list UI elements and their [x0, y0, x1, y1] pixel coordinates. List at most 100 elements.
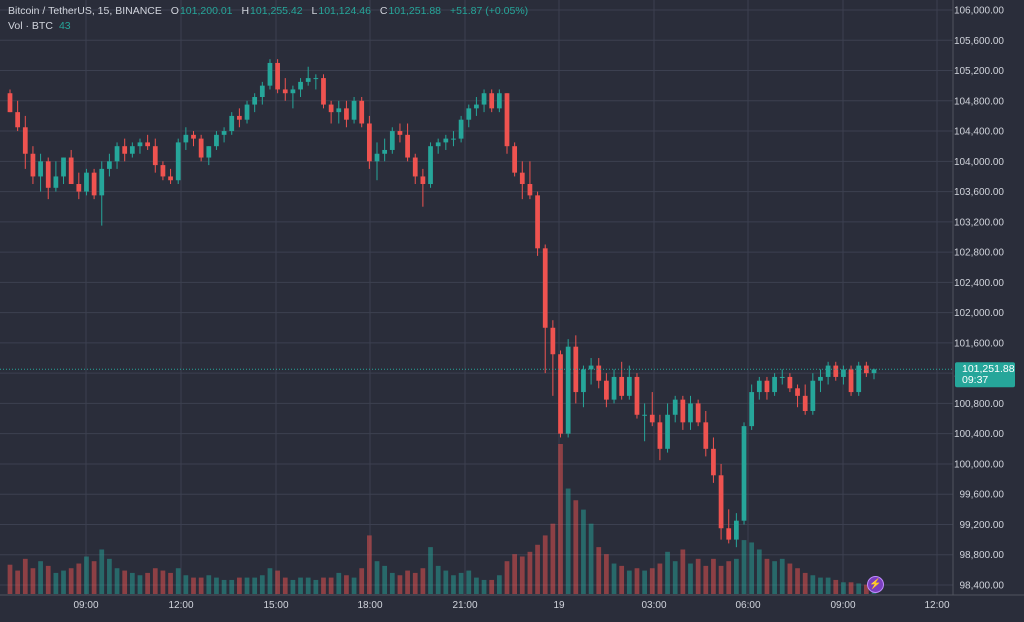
volume-bar — [221, 579, 227, 594]
volume-bar — [565, 488, 571, 594]
time-tick-label: 12:00 — [168, 600, 193, 611]
volume-bar — [214, 577, 219, 594]
candle-body — [642, 414, 647, 416]
candle-body — [550, 327, 556, 355]
candle-body — [321, 78, 326, 105]
volume-bar — [7, 564, 13, 594]
candle-body — [15, 112, 21, 128]
volume-bar — [53, 572, 59, 594]
time-tick-label: 21:00 — [452, 600, 477, 611]
price-tick-label: 102,800.00 — [954, 248, 1004, 259]
volume-bar — [122, 570, 128, 594]
grid — [0, 0, 953, 595]
volume-label[interactable]: Vol · BTC — [8, 20, 53, 32]
volume-bar — [290, 579, 296, 594]
candle-body — [229, 115, 235, 132]
candle-body — [695, 403, 701, 423]
candle-body — [45, 161, 51, 188]
candle-body — [535, 195, 540, 249]
candle-body — [206, 146, 212, 158]
volume-bar — [665, 551, 670, 594]
volume-bar — [76, 563, 82, 594]
volume-bar — [351, 577, 357, 594]
candle-body — [764, 380, 770, 393]
price-tick-label: 100,800.00 — [954, 399, 1004, 410]
volume-bar — [389, 572, 395, 594]
volume-bar — [397, 575, 403, 594]
volume-bar — [558, 444, 563, 594]
price-axis[interactable]: 106,000.00 105,600.00 105,200.00 104,800.00… — [954, 6, 1004, 592]
volume-bar — [787, 563, 793, 594]
chart-legend: Bitcoin / TetherUS, 15, BINANCE O101,200… — [8, 4, 534, 34]
time-axis[interactable]: 09:00 12:00 15:00 18:00 21:00 19 03:00 06:00 09:… — [73, 600, 949, 611]
candle-body — [428, 146, 433, 185]
time-tick-label: 18:00 — [357, 600, 382, 611]
volume-bar — [198, 577, 204, 594]
volume-bar — [833, 579, 839, 594]
candle-body — [825, 365, 831, 377]
candle-body — [221, 131, 227, 135]
candle-body — [443, 138, 449, 143]
lightning-icon[interactable]: ⚡ — [867, 576, 884, 593]
volume-bar — [458, 572, 464, 594]
price-tick-label: 101,600.00 — [954, 338, 1004, 349]
candle-body — [802, 395, 808, 411]
volume-bar — [863, 584, 869, 594]
volume-bar — [512, 554, 518, 594]
candle-body — [810, 380, 816, 411]
price-tick-label: 100,400.00 — [954, 429, 1004, 440]
candle-body — [772, 376, 777, 393]
symbol-title[interactable]: Bitcoin / TetherUS, 15, BINANCE — [8, 5, 162, 17]
volume-bar — [680, 549, 686, 594]
volume-bar — [374, 561, 380, 594]
candle-body — [779, 376, 785, 378]
candle-body — [129, 146, 135, 154]
candle-body — [512, 146, 518, 173]
volume-bar — [496, 575, 502, 594]
candle-body — [344, 108, 349, 120]
low-label: L — [311, 5, 318, 17]
time-tick-label: 09:00 — [830, 600, 855, 611]
candle-body — [489, 93, 495, 109]
candle-body — [152, 146, 158, 166]
price-tick-label: 103,600.00 — [954, 187, 1004, 198]
time-tick-label: 12:00 — [924, 600, 949, 611]
price-tick-label: 104,800.00 — [954, 96, 1004, 107]
volume-row: Vol · BTC 43 — [8, 19, 534, 34]
volume-bar — [191, 577, 196, 594]
candle-body — [198, 138, 204, 158]
candle-body — [305, 78, 311, 82]
candles — [7, 59, 877, 548]
volume-bar — [382, 565, 388, 594]
volume-bar — [489, 579, 495, 594]
candle-body — [382, 149, 388, 154]
change-value: +51.87 (+0.05%) — [449, 5, 529, 17]
candle-body — [420, 176, 426, 185]
volume-bar — [772, 561, 777, 594]
price-tick-label: 105,600.00 — [954, 36, 1004, 47]
volume-bars — [7, 444, 877, 594]
candle-body — [565, 346, 571, 434]
volume-bar — [435, 565, 441, 594]
low-value: 101,124.46 — [318, 5, 371, 17]
volume-bar — [267, 568, 273, 594]
volume-bar — [611, 563, 617, 594]
price-tag-background — [955, 362, 1015, 388]
candle-body — [7, 93, 13, 113]
candle-body — [611, 376, 617, 400]
candle-body — [649, 414, 655, 423]
candle-body — [405, 134, 410, 158]
volume-bar — [22, 558, 28, 594]
candle-body — [787, 376, 793, 389]
candle-body — [252, 97, 258, 105]
volume-bar — [573, 500, 579, 594]
volume-bar — [519, 556, 525, 594]
candle-body — [657, 422, 663, 449]
candle-body — [542, 248, 548, 328]
volume-bar — [779, 558, 785, 594]
volume-bar — [344, 575, 349, 594]
price-tick-label: 99,200.00 — [960, 520, 1005, 531]
